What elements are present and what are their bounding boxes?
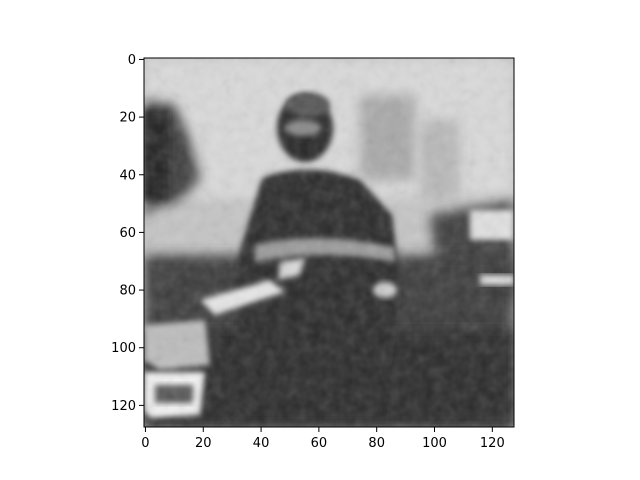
x-tick-label: 0 bbox=[141, 436, 149, 451]
axes-frame bbox=[143, 57, 515, 428]
y-tick-label: 0 bbox=[128, 53, 136, 68]
x-tick-label: 20 bbox=[195, 436, 212, 451]
y-tick-label: 60 bbox=[119, 226, 136, 241]
grayscale-image bbox=[144, 58, 514, 427]
x-tick-label: 100 bbox=[422, 436, 447, 451]
y-tick-label: 40 bbox=[119, 168, 136, 183]
x-tick-label: 60 bbox=[311, 436, 328, 451]
x-axis: 0 20 40 60 80 100 120 bbox=[141, 427, 505, 451]
y-tick-label: 80 bbox=[119, 284, 136, 299]
x-tick-label: 80 bbox=[368, 436, 385, 451]
y-axis: 0 20 40 60 80 100 120 bbox=[111, 53, 144, 414]
y-tick-label: 20 bbox=[119, 111, 136, 126]
y-tick-label: 120 bbox=[111, 399, 136, 414]
y-tick-label: 100 bbox=[111, 341, 136, 356]
x-tick-label: 40 bbox=[253, 436, 270, 451]
x-tick-label: 120 bbox=[480, 436, 505, 451]
